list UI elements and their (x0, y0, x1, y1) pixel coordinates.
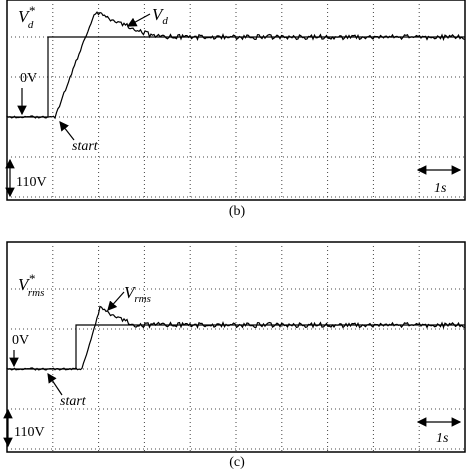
volt-scale: 110V (14, 425, 45, 440)
zero-label: 0V (12, 333, 29, 348)
label-sub: rms (134, 293, 151, 305)
caption: (b) (229, 204, 246, 219)
label-sup: * (28, 3, 35, 18)
label-main: V (124, 283, 137, 302)
measured-label: Vd (152, 5, 168, 27)
zero-label: 0V (20, 71, 37, 86)
measured-trace (6, 11, 465, 120)
label-main: V (18, 7, 31, 26)
start-label: start (72, 139, 99, 154)
reference-label: V* d (18, 3, 35, 31)
scope-frame (6, 0, 466, 201)
label-main: V (152, 5, 165, 24)
volt-scale: 110V (16, 175, 47, 190)
label-sup: * (28, 271, 35, 286)
start-label: start (60, 394, 87, 409)
time-scale: 1s (434, 181, 447, 196)
measured-arrow (126, 13, 151, 27)
label-sub: d (28, 19, 34, 31)
time-scale: 1s (436, 431, 449, 446)
caption: (c) (229, 455, 245, 470)
label-sub: d (162, 15, 168, 27)
label-sub: rms (28, 287, 45, 299)
start-arrow (47, 373, 63, 396)
start-arrow (59, 121, 75, 141)
measured-label: Vrms (124, 283, 151, 305)
measured-trace (6, 305, 465, 371)
measured-arrow (107, 291, 125, 311)
label-main: V (18, 275, 31, 294)
reference-label: V* rms (18, 271, 44, 299)
